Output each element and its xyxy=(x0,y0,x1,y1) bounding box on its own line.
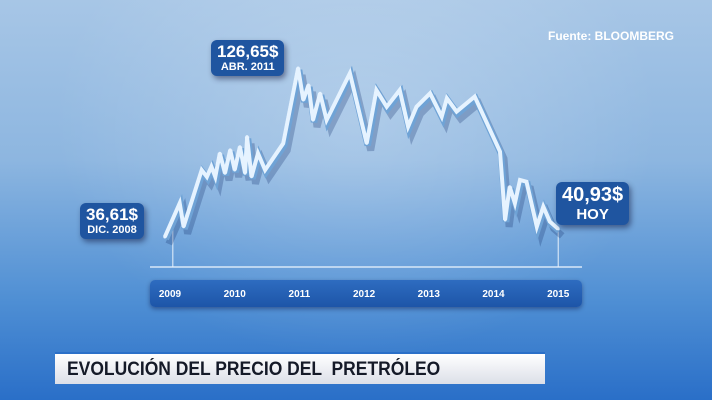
data-point xyxy=(365,141,369,145)
data-point xyxy=(406,125,410,129)
data-point xyxy=(348,71,352,75)
data-point xyxy=(440,115,444,119)
data-point xyxy=(524,180,528,184)
annotation-start: 36,61$ DIC. 2008 xyxy=(80,203,144,239)
source-label: Fuente: BLOOMBERG xyxy=(548,29,674,43)
annotation-peak-date: ABR. 2011 xyxy=(220,61,275,73)
data-point xyxy=(263,168,267,172)
data-point xyxy=(243,171,247,175)
x-tick-label: 2010 xyxy=(223,289,246,300)
data-point xyxy=(281,141,285,145)
data-point xyxy=(556,227,560,231)
data-point xyxy=(209,165,213,169)
title-bar: EVOLUCIÓN DEL PRECIO DEL PRETRÓLEO xyxy=(55,352,545,384)
data-point xyxy=(245,135,249,139)
data-point xyxy=(178,201,182,205)
x-tick-label: 2014 xyxy=(482,289,505,300)
x-tick-label: 2009 xyxy=(158,289,182,300)
data-point xyxy=(374,88,378,92)
data-point xyxy=(473,95,477,99)
x-tick-label: 2015 xyxy=(547,289,570,300)
annotation-peak-value: 126,65$ xyxy=(217,42,279,61)
data-point xyxy=(205,175,209,179)
annotation-start-value: 36,61$ xyxy=(86,205,138,224)
annotation-today: 40,93$ HOY xyxy=(556,182,630,225)
chart-title: EVOLUCIÓN DEL PRECIO DEL PRETRÓLEO xyxy=(67,359,441,380)
data-point xyxy=(238,145,242,149)
data-point xyxy=(548,220,552,224)
data-point xyxy=(445,96,449,100)
annotation-today-value: 40,93$ xyxy=(562,184,624,206)
x-tick-label: 2013 xyxy=(417,289,440,300)
data-point xyxy=(218,151,222,155)
data-point xyxy=(256,151,260,155)
data-point xyxy=(306,83,310,87)
data-point xyxy=(296,66,300,70)
data-point xyxy=(508,185,512,189)
data-point xyxy=(200,168,204,172)
data-point xyxy=(250,175,254,179)
data-point xyxy=(541,205,545,209)
data-point xyxy=(325,118,329,122)
data-point xyxy=(233,168,237,172)
x-tick-label: 2011 xyxy=(288,289,311,300)
data-point xyxy=(535,225,539,229)
data-point xyxy=(455,110,459,114)
x-axis-band xyxy=(150,280,582,307)
data-point xyxy=(182,225,186,229)
data-point xyxy=(223,171,227,175)
data-point xyxy=(228,148,232,152)
data-point xyxy=(503,218,507,222)
data-point xyxy=(318,91,322,95)
data-point xyxy=(398,88,402,92)
data-point xyxy=(498,150,502,154)
annotation-today-date: HOY xyxy=(576,206,609,223)
data-point xyxy=(163,235,167,239)
x-tick-label: 2012 xyxy=(352,289,376,300)
data-point xyxy=(301,98,305,102)
annotation-start-date: DIC. 2008 xyxy=(87,224,137,236)
data-point xyxy=(311,118,315,122)
annotation-peak: 126,65$ ABR. 2011 xyxy=(211,40,285,76)
data-point xyxy=(513,201,517,205)
price-line xyxy=(162,67,560,238)
data-point xyxy=(385,105,389,109)
data-point xyxy=(415,105,419,109)
data-point xyxy=(518,178,522,182)
data-point xyxy=(213,175,217,179)
data-point xyxy=(428,91,432,95)
